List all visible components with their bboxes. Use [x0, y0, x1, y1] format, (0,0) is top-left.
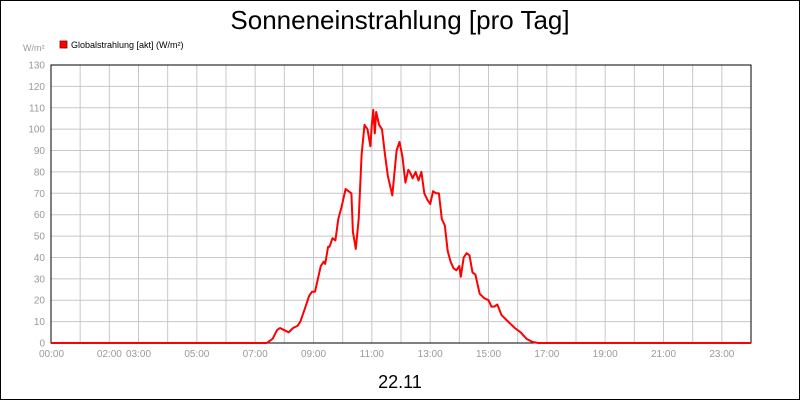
y-tick-label: 120 — [28, 82, 45, 93]
y-tick-label: 90 — [34, 146, 46, 157]
x-tick-label: 11:00 — [360, 349, 385, 360]
x-tick-label: 00:00 — [39, 349, 64, 360]
y-tick-label: 50 — [34, 232, 46, 243]
series-line — [51, 108, 751, 344]
grid — [51, 65, 751, 343]
y-tick-label: 130 — [28, 61, 45, 72]
plot-area-border — [50, 64, 752, 344]
y-tick-label: 70 — [34, 189, 46, 200]
y-tick-label: 40 — [34, 253, 46, 264]
x-tick-label: 15:00 — [476, 349, 501, 360]
y-tick-label: 110 — [29, 103, 45, 114]
axis-labels: 0 10 20 30 40 50 60 70 80 90 100 110 120 130 00:00 02:0… — [28, 61, 734, 361]
x-tick-label: 09:00 — [301, 349, 326, 360]
y-tick-label: 80 — [34, 167, 46, 178]
y-tick-label: 20 — [34, 296, 46, 307]
y-tick-label: 10 — [34, 317, 46, 328]
x-tick-label: 05:00 — [184, 349, 209, 360]
x-tick-label: 03:00 — [126, 349, 151, 360]
y-tick-label: 60 — [34, 210, 46, 221]
series-layer — [51, 108, 751, 344]
legend-swatch — [59, 40, 68, 49]
x-tick-label: 02:00 — [97, 349, 122, 360]
x-tick-label: 17:00 — [534, 349, 559, 360]
x-tick-label: 07:00 — [243, 349, 268, 360]
y-tick-label: 100 — [28, 125, 45, 136]
x-axis-date-label: 22.11 — [378, 372, 422, 392]
y-tick-label: 30 — [34, 274, 46, 285]
x-tick-label: 21:00 — [651, 349, 676, 360]
x-tick-label: 13:00 — [418, 349, 443, 360]
y-axis-unit: W/m² — [23, 43, 45, 53]
legend-label: Globalstrahlung [akt] (W/m²) — [71, 40, 184, 50]
chart-title: Sonneneinstrahlung [pro Tag] — [230, 5, 569, 35]
x-tick-label: 23:00 — [709, 349, 734, 360]
x-tick-label: 19:00 — [593, 349, 618, 360]
y-tick-label: 0 — [39, 339, 45, 350]
